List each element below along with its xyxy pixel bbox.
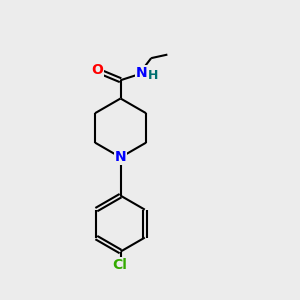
Text: O: O: [92, 63, 103, 77]
Text: N: N: [136, 66, 148, 80]
Text: H: H: [148, 69, 159, 82]
Text: Cl: Cl: [112, 258, 127, 272]
Text: N: N: [115, 150, 126, 164]
